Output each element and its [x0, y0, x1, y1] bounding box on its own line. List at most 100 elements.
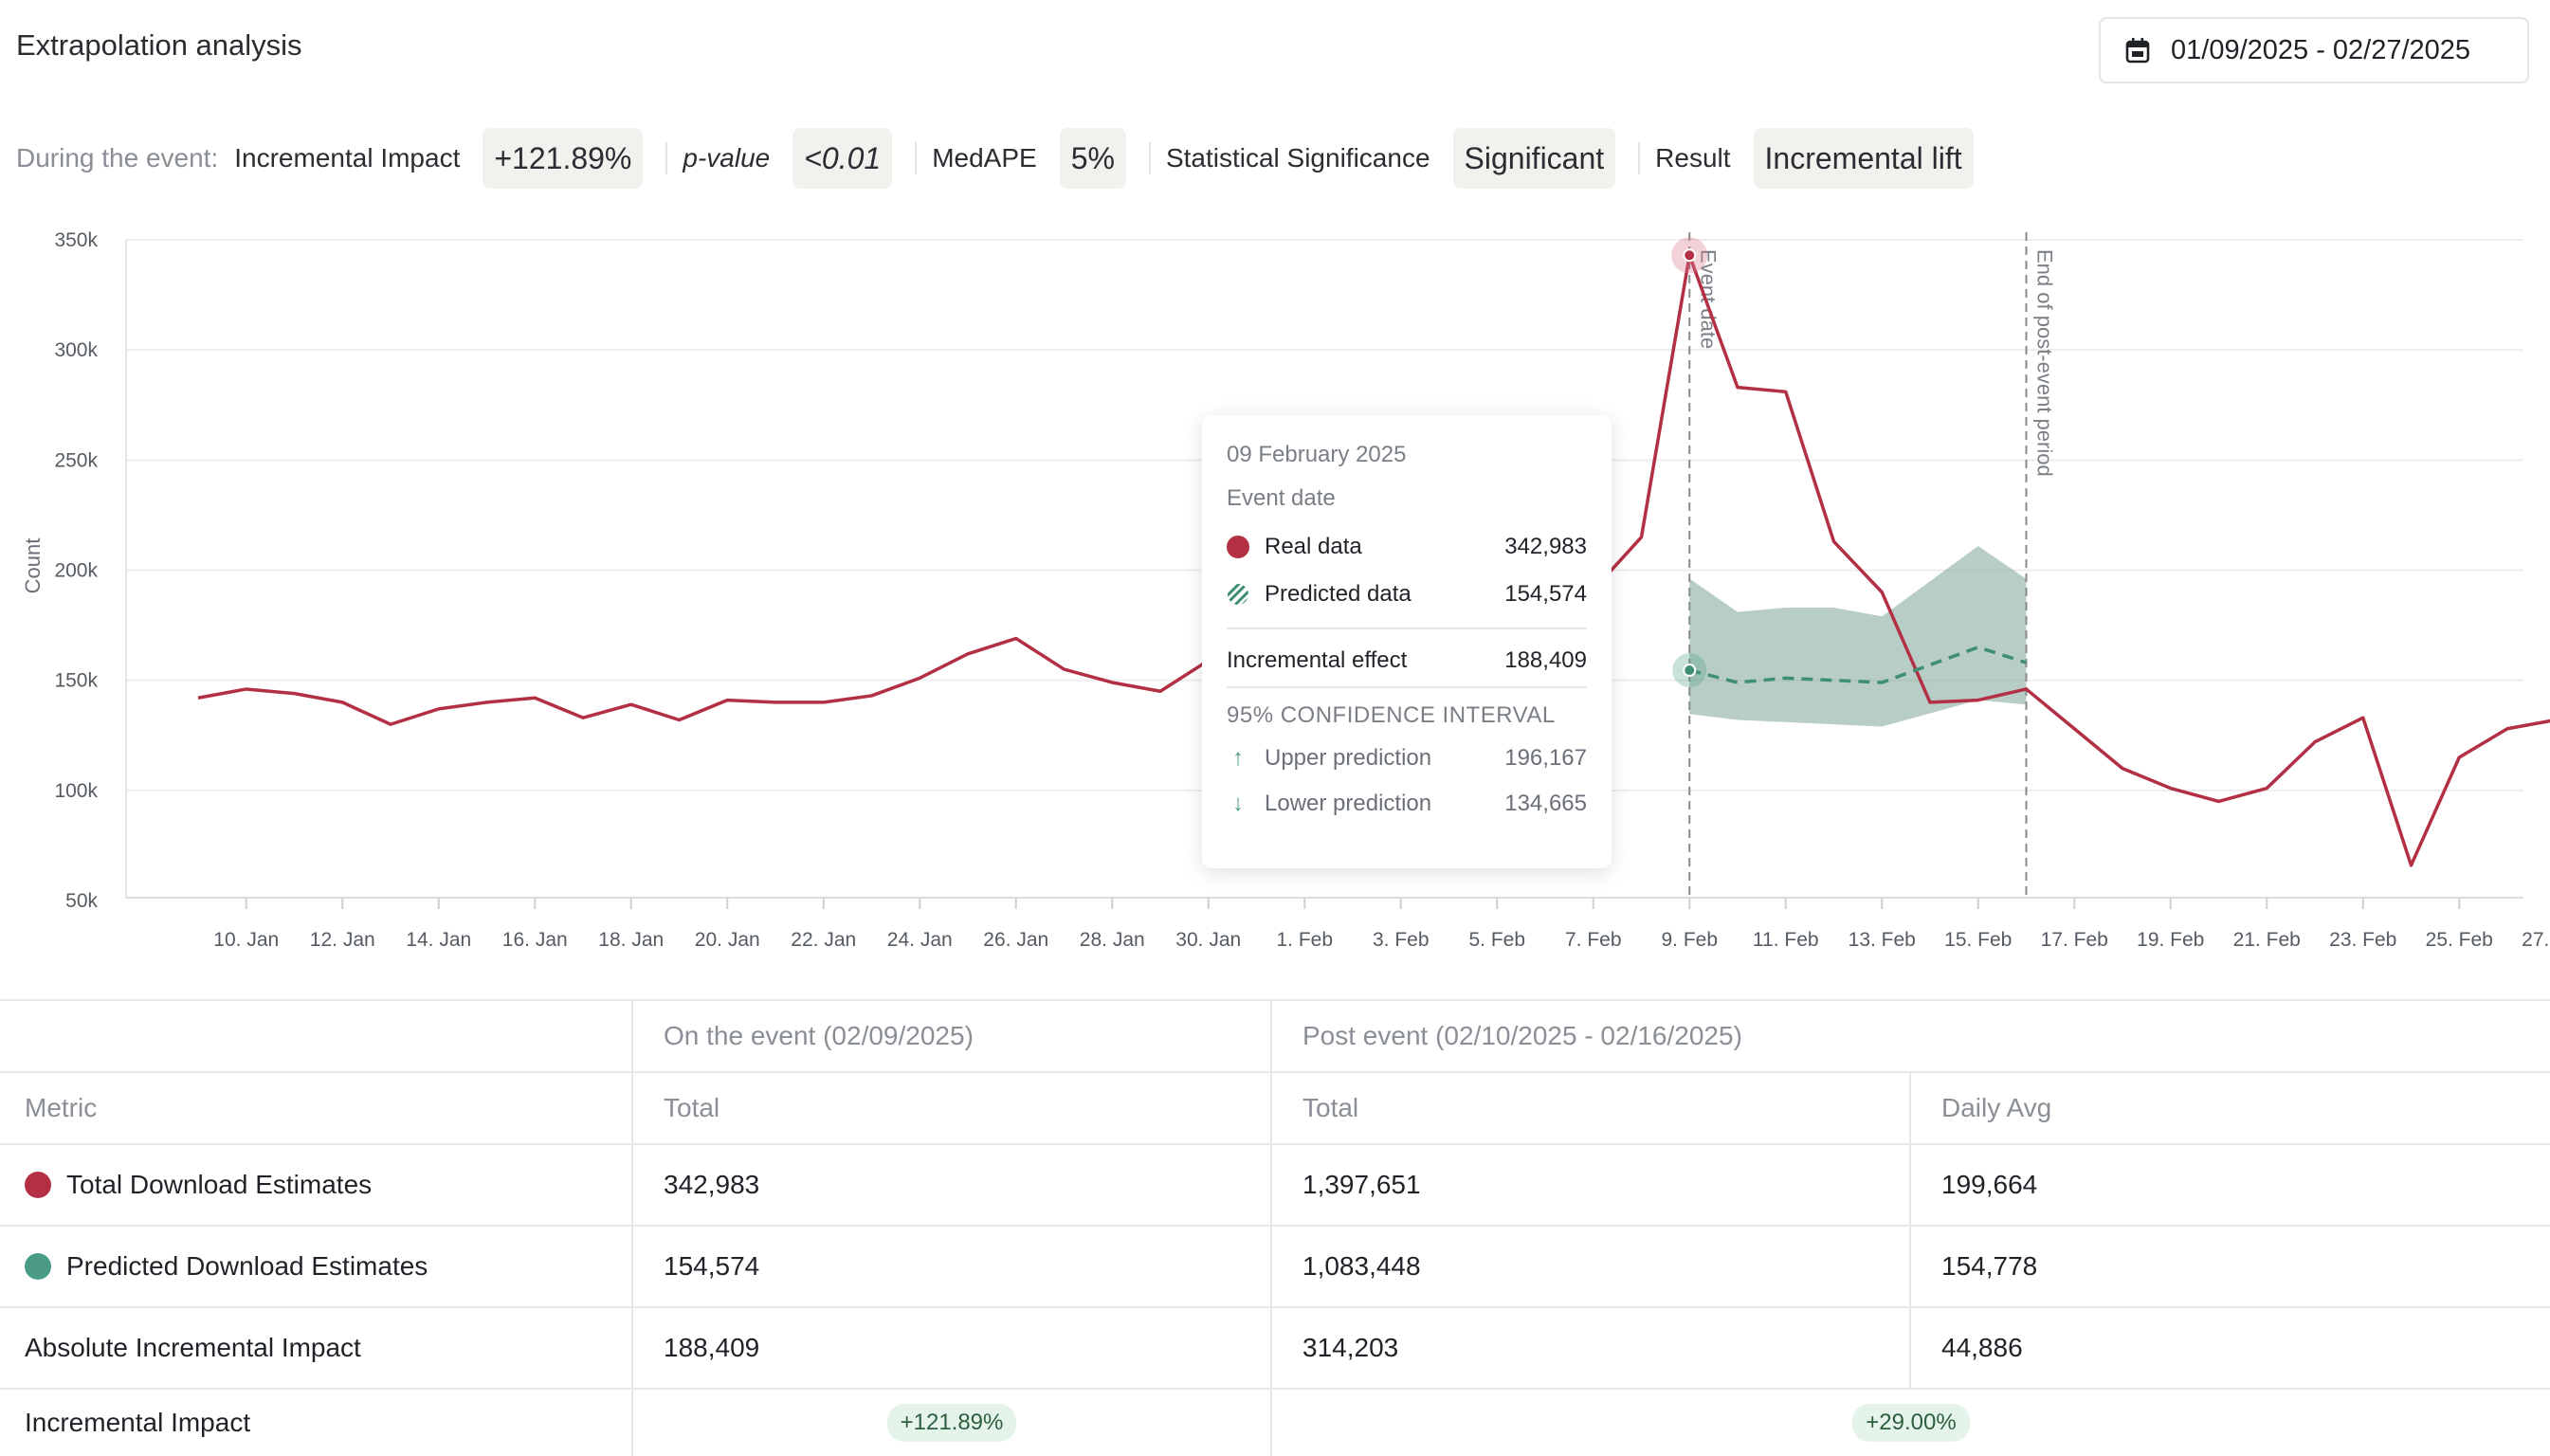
tooltip-incremental-value: 188,409: [1504, 647, 1587, 673]
tooltip-incremental-row: Incremental effect 188,409: [1227, 637, 1587, 684]
tooltip-incremental-label: Incremental effect: [1227, 647, 1408, 673]
table-cell: 44,886: [1941, 1333, 2023, 1362]
x-tick-label: 22. Jan: [791, 929, 856, 951]
metric-cell: Total Download Estimates: [0, 1145, 633, 1225]
y-tick-label: 150k: [54, 670, 98, 692]
tooltip-divider: [1227, 628, 1587, 629]
column-header-post-total[interactable]: Total: [1272, 1073, 1911, 1143]
metric-label-significance: Statistical Significance: [1165, 143, 1430, 173]
metric-label-p-value: p-value: [683, 143, 771, 173]
tooltip-predicted-value: 154,574: [1504, 581, 1587, 607]
date-range-text: 01/09/2025 - 02/27/2025: [2171, 34, 2471, 65]
chart-tooltip: 09 February 2025 Event date Real data 34…: [1202, 415, 1612, 868]
tooltip-real-value: 342,983: [1504, 534, 1587, 559]
y-tick-label: 350k: [54, 229, 98, 251]
x-tick-label: 13. Feb: [1849, 929, 1916, 951]
x-tick-label: 12. Jan: [310, 929, 375, 951]
tooltip-upper-label: Upper prediction: [1265, 745, 1432, 771]
real-hover-point: [1683, 248, 1697, 263]
x-tick-label: 10. Jan: [213, 929, 279, 951]
tooltip-lower-label: Lower prediction: [1265, 791, 1432, 816]
y-tick-label: 100k: [54, 780, 98, 802]
metric-value-significance: Significant: [1452, 128, 1616, 189]
table-corner-cell: [0, 1001, 633, 1071]
y-axis-title: Count: [21, 538, 45, 594]
tooltip-real-row: Real data 342,983: [1227, 523, 1587, 571]
table-cell: 1,397,651: [1272, 1145, 1911, 1225]
metric-name: Total Download Estimates: [66, 1170, 373, 1199]
predicted-hover-point: [1683, 664, 1697, 678]
metric-label-result: Result: [1655, 143, 1731, 173]
y-tick-label: 50k: [65, 890, 98, 912]
tooltip-real-label: Real data: [1265, 534, 1362, 559]
x-tick-label: 25. Feb: [2426, 929, 2493, 951]
impact-badge-post-event: +29.00%: [1852, 1404, 1970, 1442]
metric-divider: [665, 142, 668, 174]
tooltip-upper-row: ↑ Upper prediction 196,167: [1227, 736, 1587, 781]
x-tick-label: 3. Feb: [1373, 929, 1430, 951]
x-tick-label: 17. Feb: [2041, 929, 2108, 951]
tooltip-predicted-label: Predicted data: [1265, 581, 1412, 607]
table-cell: 314,203: [1272, 1308, 1911, 1388]
metric-name: Predicted Download Estimates: [66, 1251, 428, 1281]
table-cell: +121.89%: [633, 1390, 1272, 1456]
column-header-metric[interactable]: Metric: [0, 1073, 633, 1143]
confidence-band: [1689, 545, 2027, 727]
predicted-data-line: [1688, 645, 2028, 684]
table-cell: +29.00%: [1272, 1390, 2550, 1456]
group-header-on-event: On the event (02/09/2025): [633, 1001, 1272, 1071]
table-row: Incremental Impact +121.89% +29.00%: [0, 1390, 2550, 1456]
metric-value-medape: 5%: [1059, 128, 1126, 189]
tooltip-date: 09 February 2025: [1227, 442, 1407, 467]
x-tick-label: 14. Jan: [406, 929, 471, 951]
table-cell: 1,083,448: [1272, 1227, 1911, 1306]
x-tick-label: 20. Jan: [695, 929, 760, 951]
x-tick-label: 16. Jan: [502, 929, 568, 951]
table-cell: 154,574: [633, 1227, 1272, 1306]
metric-value-p-value: <0.01: [792, 128, 893, 189]
tooltip-upper-value: 196,167: [1504, 745, 1587, 771]
metric-cell: Incremental Impact: [0, 1390, 633, 1456]
tooltip-predicted-row: Predicted data 154,574: [1227, 571, 1587, 618]
table-cell: 199,664: [1941, 1170, 2038, 1199]
tooltip-lower-row: ↓ Lower prediction 134,665: [1227, 781, 1587, 827]
x-tick-label: 27. Feb: [2522, 929, 2550, 951]
x-tick-label: 28. Jan: [1080, 929, 1145, 951]
table-sub-header-row: Metric Total Total Daily Avg: [0, 1073, 2550, 1145]
arrow-up-icon: ↑: [1232, 745, 1244, 771]
metric-label-medape: MedAPE: [932, 143, 1037, 173]
tooltip-lower-value: 134,665: [1504, 791, 1587, 816]
x-tick-label: 19. Feb: [2137, 929, 2204, 951]
y-tick-label: 300k: [54, 339, 98, 361]
x-tick-label: 5. Feb: [1468, 929, 1525, 951]
x-tick-label: 1. Feb: [1276, 929, 1333, 951]
table-cell: 188,409: [633, 1308, 1272, 1388]
tooltip-ci-title: 95% CONFIDENCE INTERVAL: [1227, 702, 1556, 728]
table-row: Absolute Incremental Impact 188,409 314,…: [0, 1308, 2550, 1390]
x-tick-label: 23. Feb: [2329, 929, 2396, 951]
x-tick-label: 11. Feb: [1753, 929, 1819, 951]
y-tick-label: 250k: [54, 449, 98, 471]
metric-cell: Absolute Incremental Impact: [0, 1308, 633, 1388]
table-row: Total Download Estimates 342,983 1,397,6…: [0, 1145, 2550, 1227]
total-legend-dot-icon: [25, 1172, 51, 1198]
x-tick-label: 26. Jan: [983, 929, 1048, 951]
page-title: Extrapolation analysis: [16, 28, 302, 62]
column-header-daily-avg[interactable]: Daily Avg: [1941, 1093, 2052, 1122]
x-tick-label: 24. Jan: [887, 929, 953, 951]
arrow-down-icon: ↓: [1232, 791, 1244, 816]
results-table: On the event (02/09/2025) Post event (02…: [0, 999, 2550, 1456]
metric-divider: [915, 142, 918, 174]
metric-cell: Predicted Download Estimates: [0, 1227, 633, 1306]
group-header-post-event: Post event (02/10/2025 - 02/16/2025): [1302, 1021, 1742, 1050]
metric-divider: [1148, 142, 1151, 174]
column-header-event-total[interactable]: Total: [633, 1073, 1272, 1143]
impact-badge-on-event: +121.89%: [886, 1404, 1017, 1442]
x-tick-label: 9. Feb: [1661, 929, 1718, 951]
metrics-strip: During the event: Incremental Impact +12…: [16, 127, 1974, 190]
hatched-swatch-icon: [1228, 584, 1248, 605]
x-tick-label: 18. Jan: [598, 929, 664, 951]
date-range-picker[interactable]: 01/09/2025 - 02/27/2025: [2099, 17, 2529, 83]
metric-label-incremental-impact: Incremental Impact: [234, 143, 461, 173]
tooltip-event-label: Event date: [1227, 485, 1336, 511]
